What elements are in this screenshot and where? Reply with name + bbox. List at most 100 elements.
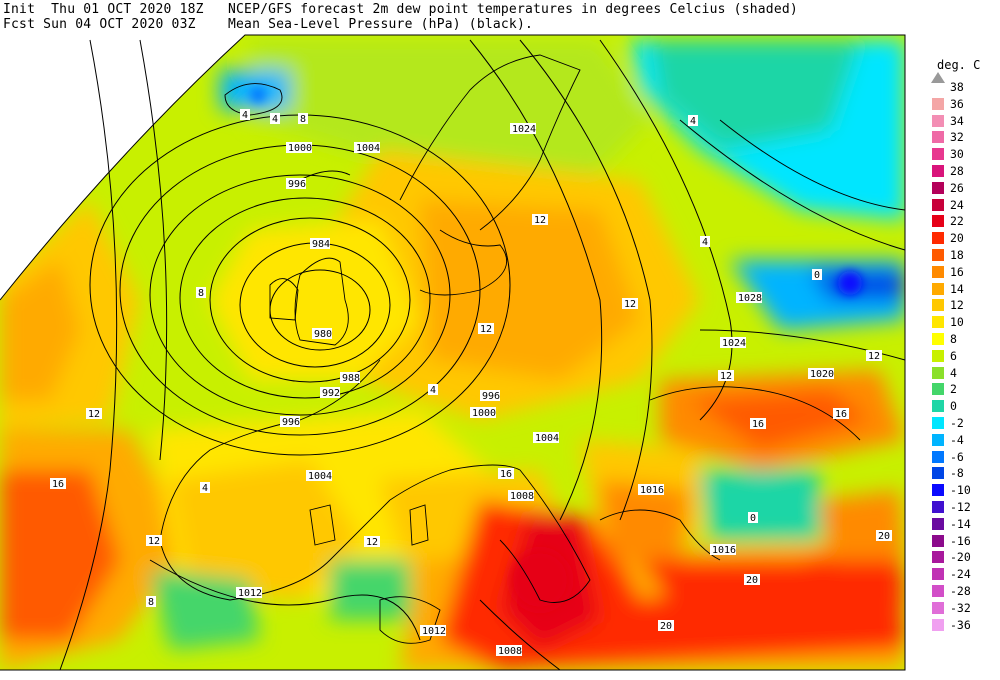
legend-swatch	[932, 249, 944, 261]
dewpoint-label: 16	[50, 478, 66, 490]
legend-item: 14	[932, 282, 1000, 296]
legend-label: -10	[950, 483, 971, 498]
legend-item: 20	[932, 231, 1000, 245]
dewpoint-label: 4	[270, 113, 280, 125]
svg-text:12: 12	[148, 536, 160, 547]
dewpoint-label: 16	[833, 408, 849, 420]
isobar-label: 1004	[533, 432, 559, 444]
svg-text:12: 12	[480, 324, 492, 335]
dewpoint-label: 8	[298, 113, 308, 125]
legend-label: 12	[950, 298, 964, 313]
dewpoint-label: 8	[146, 596, 156, 608]
legend-item: -12	[932, 500, 1000, 514]
legend-label: -8	[950, 466, 964, 481]
svg-text:0: 0	[814, 270, 820, 281]
isobar-label: 996	[286, 178, 306, 190]
header-title: NCEP/GFS forecast 2m dew point temperatu…	[228, 2, 798, 17]
isobar-label: 1008	[508, 490, 534, 502]
svg-text:4: 4	[430, 385, 436, 396]
svg-text:8: 8	[300, 114, 306, 125]
dewpoint-labels: 4 4 8 8 12 16 12 12 8 16 20 20 16 16 12 …	[50, 109, 892, 632]
legend-item: 36	[932, 97, 1000, 111]
legend-swatch	[932, 484, 944, 497]
dewpoint-label: 0	[748, 512, 758, 524]
legend-swatch	[932, 400, 944, 413]
isobar-label: 1020	[808, 368, 834, 380]
legend-item: 22	[932, 214, 1000, 228]
legend-swatch	[932, 215, 944, 228]
dewpoint-label: 12	[622, 298, 638, 310]
legend-label: 0	[950, 399, 957, 414]
isobar-label: 1016	[710, 544, 736, 556]
svg-text:1024: 1024	[722, 338, 746, 349]
legend-label: 34	[950, 113, 964, 128]
isobar-label: 1004	[306, 470, 332, 482]
svg-text:4: 4	[242, 110, 248, 121]
legend-label: -20	[950, 550, 971, 565]
svg-text:980: 980	[314, 329, 332, 340]
svg-text:20: 20	[878, 531, 890, 542]
dewpoint-label: 20	[744, 574, 760, 586]
legend-label: 30	[950, 147, 964, 162]
legend-swatch	[932, 265, 944, 278]
legend-label: 32	[950, 130, 964, 145]
legend-label: 26	[950, 180, 964, 195]
isobar-label: 980	[312, 328, 332, 340]
svg-text:1028: 1028	[738, 293, 762, 304]
isobar-label: 1012	[420, 625, 446, 637]
legend-label: 22	[950, 214, 964, 229]
legend-item: -4	[932, 433, 1000, 447]
legend-swatch	[932, 501, 944, 513]
legend-label: -32	[950, 600, 971, 615]
svg-text:988: 988	[342, 373, 360, 384]
svg-text:20: 20	[746, 575, 758, 586]
legend-label: 28	[950, 164, 964, 178]
dewpoint-label: 4	[428, 384, 438, 396]
legend-swatch	[932, 383, 944, 396]
svg-text:4: 4	[272, 114, 278, 125]
isobar-label: 992	[320, 387, 340, 399]
legend-item: -2	[932, 416, 1000, 430]
legend-label: -36	[950, 617, 971, 632]
svg-text:1000: 1000	[288, 143, 312, 154]
dewpoint-label: 12	[86, 408, 102, 420]
legend-item: -14	[932, 517, 1000, 531]
svg-text:12: 12	[88, 409, 100, 420]
legend-swatch	[932, 232, 944, 245]
svg-text:992: 992	[322, 388, 340, 399]
legend-swatch	[932, 568, 944, 581]
legend-label: -2	[950, 416, 964, 430]
legend-item: 6	[932, 349, 1000, 363]
svg-text:12: 12	[534, 215, 546, 226]
legend-label: 6	[950, 348, 957, 363]
legend-item: 16	[932, 265, 1000, 279]
legend-label: 24	[950, 197, 964, 212]
isobar-label: 984	[310, 238, 330, 250]
legend-item: -6	[932, 450, 1000, 464]
isobar-label: 1024	[510, 123, 536, 135]
dewpoint-label: 12	[146, 535, 162, 547]
legend-label: 2	[950, 382, 957, 397]
legend-item: 24	[932, 198, 1000, 212]
legend-label: -12	[950, 500, 971, 514]
header-subtitle: Mean Sea-Level Pressure (hPa) (black).	[228, 17, 534, 32]
legend-swatch	[932, 601, 944, 614]
legend-item: -36	[932, 618, 1000, 632]
legend-swatch	[932, 551, 944, 564]
isobar-label: 1000	[286, 142, 312, 154]
legend-item: 28	[932, 164, 1000, 178]
svg-text:996: 996	[288, 179, 306, 190]
legend-swatch	[932, 417, 944, 429]
legend-label: 4	[950, 365, 957, 380]
legend-swatch	[932, 333, 944, 345]
svg-text:12: 12	[868, 351, 880, 362]
legend-label: 8	[950, 332, 957, 346]
dewpoint-label: 20	[658, 620, 674, 632]
isobar-label: 996	[480, 390, 500, 402]
isobar-label: 996	[280, 416, 300, 428]
legend-item: -32	[932, 601, 1000, 615]
isobar-label: 1016	[638, 484, 664, 496]
legend-item: 0	[932, 399, 1000, 413]
legend-item: -24	[932, 567, 1000, 581]
